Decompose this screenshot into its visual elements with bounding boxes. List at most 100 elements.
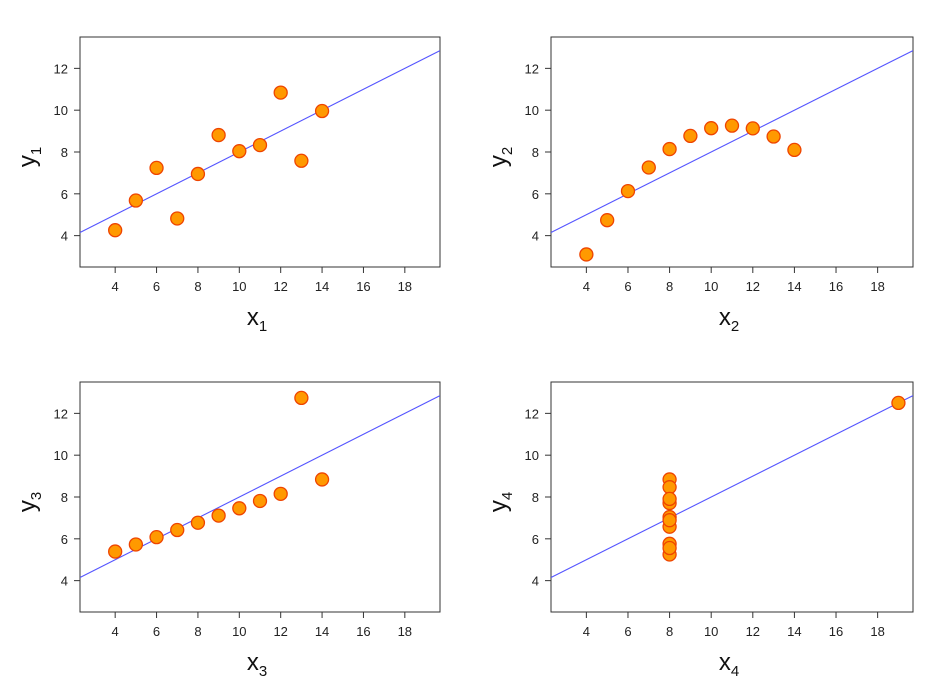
data-point <box>232 501 247 516</box>
y-tick-label: 6 <box>61 187 68 202</box>
x-tick-label: 18 <box>398 624 412 639</box>
data-point <box>600 213 615 228</box>
x-tick-label: 10 <box>704 279 718 294</box>
panel-1: 4 6 8 10 12 14 16 18 4 6 8 10 12 x1 y1 <box>14 36 441 335</box>
y-tick-label: 10 <box>54 448 68 463</box>
x-tick-label: 18 <box>870 624 884 639</box>
y-tick-label: 8 <box>61 145 68 160</box>
y-tick-label: 10 <box>54 103 68 118</box>
x-tick-label: 6 <box>624 279 631 294</box>
x-tick-label: 12 <box>273 279 287 294</box>
data-point <box>662 513 677 528</box>
data-point <box>662 540 677 556</box>
plot-frame <box>550 36 914 268</box>
data-point <box>745 121 760 136</box>
x-tick-label: 10 <box>232 279 246 294</box>
x-tick-label: 6 <box>153 279 160 294</box>
x-tick-label: 12 <box>746 624 760 639</box>
y-axis-label: y2 <box>485 147 516 167</box>
x-tick-label: 8 <box>194 624 201 639</box>
x-tick-label: 6 <box>624 624 631 639</box>
data-point <box>273 486 288 502</box>
x-tick-label: 8 <box>666 624 673 639</box>
data-point <box>662 141 677 157</box>
data-point <box>211 127 226 143</box>
x-tick-label: 8 <box>666 279 673 294</box>
data-point <box>128 537 144 552</box>
y-tick-label: 10 <box>525 103 539 118</box>
data-point <box>620 183 636 199</box>
y-tick-label: 4 <box>532 229 539 244</box>
x-tick-label: 14 <box>315 624 329 639</box>
x-tick-label: 18 <box>870 279 884 294</box>
panel-4: 4 6 8 10 12 14 16 18 4 6 8 10 12 x4 y4 <box>485 381 914 680</box>
data-point <box>190 166 206 182</box>
data-point <box>891 395 906 411</box>
panel-3: 4 6 8 10 12 14 16 18 4 6 8 10 12 x3 y3 <box>14 381 441 680</box>
x-tick-label: 4 <box>112 279 119 294</box>
x-tick-label: 14 <box>787 624 801 639</box>
y-tick-label: 12 <box>54 61 68 76</box>
data-point <box>108 544 123 559</box>
data-point <box>294 390 309 406</box>
data-point <box>662 491 677 507</box>
x-tick-label: 16 <box>356 279 370 294</box>
data-point <box>108 223 123 238</box>
x-axis-label: x1 <box>247 304 267 335</box>
data-point <box>766 129 781 144</box>
y-tick-label: 12 <box>525 61 539 76</box>
x-tick-label: 14 <box>315 279 329 294</box>
y-tick-label: 10 <box>525 448 539 463</box>
y-tick-label: 8 <box>61 490 68 505</box>
data-point <box>662 480 677 495</box>
x-tick-label: 14 <box>787 279 801 294</box>
y-tick-label: 6 <box>532 187 539 202</box>
y-tick-label: 6 <box>532 532 539 547</box>
x-tick-label: 10 <box>232 624 246 639</box>
data-point <box>149 160 164 176</box>
x-axis-label: x2 <box>719 304 739 335</box>
x-axis-label: x3 <box>247 649 267 680</box>
x-tick-label: 4 <box>112 624 119 639</box>
regression-line <box>551 50 913 233</box>
y-tick-label: 12 <box>54 406 68 421</box>
y-tick-label: 8 <box>532 145 539 160</box>
data-point <box>787 142 802 158</box>
x-tick-label: 4 <box>583 624 590 639</box>
data-point <box>170 211 185 226</box>
data-point <box>294 153 309 168</box>
data-point <box>211 508 226 523</box>
data-point <box>252 493 268 509</box>
plot-frame <box>550 381 914 613</box>
y-tick-label: 4 <box>532 574 539 589</box>
regression-line <box>551 395 913 578</box>
y-tick-label: 6 <box>61 532 68 547</box>
x-tick-label: 4 <box>583 279 590 294</box>
data-point <box>190 515 206 530</box>
data-point <box>314 472 330 487</box>
y-axis-label: y4 <box>485 492 516 512</box>
y-axis-label: y3 <box>14 492 45 512</box>
x-tick-label: 12 <box>273 624 287 639</box>
y-tick-label: 12 <box>525 406 539 421</box>
x-tick-label: 12 <box>746 279 760 294</box>
data-point <box>232 144 247 159</box>
data-point <box>170 522 185 538</box>
x-tick-label: 16 <box>356 624 370 639</box>
data-point <box>149 529 164 545</box>
y-tick-label: 4 <box>61 574 68 589</box>
x-tick-label: 8 <box>194 279 201 294</box>
data-point <box>273 85 288 100</box>
y-tick-label: 8 <box>532 490 539 505</box>
data-point <box>724 118 740 133</box>
x-tick-label: 6 <box>153 624 160 639</box>
y-tick-label: 4 <box>61 229 68 244</box>
data-point <box>641 160 656 175</box>
data-point <box>579 247 594 262</box>
y-axis-label: y1 <box>14 147 45 167</box>
panel-2: 4 6 8 10 12 14 16 18 4 6 8 10 12 x2 y2 <box>485 36 914 335</box>
data-point <box>128 193 144 208</box>
x-axis-label: x4 <box>719 649 739 680</box>
x-tick-label: 16 <box>829 279 843 294</box>
